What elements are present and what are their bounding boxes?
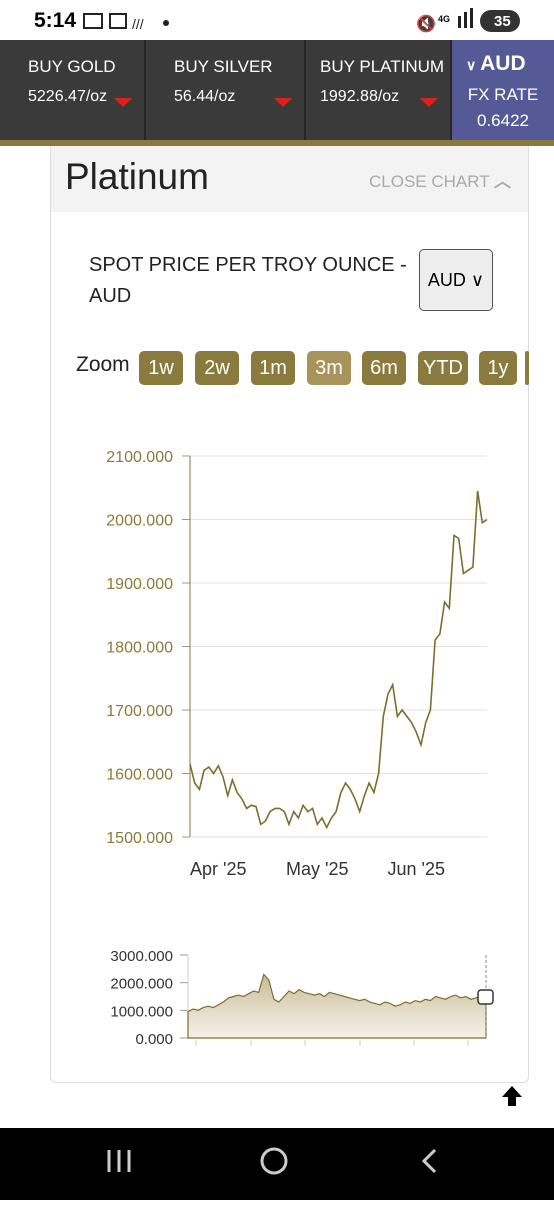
navigator-handle[interactable]: [477, 989, 494, 1005]
fx-rate: 0.6422: [477, 111, 529, 130]
ticker-price: 56.44/oz: [174, 88, 236, 105]
y-tick-label: 1700.000: [106, 703, 173, 720]
card-title: Platinum: [65, 156, 209, 197]
svg-text:🔇: 🔇: [416, 14, 436, 33]
x-tick-label: Jun '25: [388, 859, 445, 879]
battery: 35: [494, 13, 511, 30]
ticker-price: 1992.88/oz: [320, 88, 400, 105]
x-tick-label: Apr '25: [190, 859, 246, 879]
y-tick-label: 1500.000: [106, 830, 173, 847]
zoom-button-partial[interactable]: [525, 351, 529, 385]
y-tick-label: 2000.000: [106, 513, 173, 530]
ticker-label: BUY PLATINUM: [320, 57, 445, 76]
subtitle: SPOT PRICE PER TROY OUNCE - AUD: [89, 254, 407, 307]
zoom-button[interactable]: YTD: [418, 351, 468, 385]
close-chart-text: CLOSE CHART: [369, 172, 490, 191]
zoom-button[interactable]: 1w: [139, 351, 183, 385]
navigator-area: [187, 973, 487, 1039]
zoom-button[interactable]: 2w: [195, 351, 239, 385]
ticker-label: BUY SILVER: [174, 57, 273, 76]
fx-currency: ∨ AUD: [466, 52, 526, 75]
zoom-button[interactable]: 6m: [362, 351, 406, 385]
ticker-label: BUY GOLD: [28, 57, 116, 76]
zoom-button[interactable]: 1y: [479, 351, 517, 385]
ticker[interactable]: BUY GOLD 5226.47/oz: [0, 40, 146, 140]
y-tick-label: 1900.000: [106, 576, 173, 593]
scroll-top[interactable]: [498, 1084, 526, 1108]
card-header: Platinum CLOSE CHART ︿: [51, 146, 528, 212]
status-bar: 5:14 /// 🔇 4G 35: [0, 0, 554, 40]
system-nav: [0, 1128, 554, 1200]
currency-select[interactable]: AUD ∨: [419, 249, 493, 311]
y-tick-label: 3000.000: [110, 948, 173, 965]
y-tick-label: 2100.000: [106, 449, 173, 466]
system-nav-icons: [107, 1147, 437, 1175]
zoom-button[interactable]: 1m: [251, 351, 295, 385]
down-icon: [274, 98, 292, 107]
ticker-price: 5226.47/oz: [28, 88, 108, 105]
y-tick-label: 1600.000: [106, 767, 173, 784]
chart-card: Platinum CLOSE CHART ︿ SPOT PRICE PER TR…: [50, 146, 529, 1083]
y-tick-label: 2000.000: [110, 976, 173, 993]
zoom-label: Zoom: [76, 353, 130, 376]
down-icon: [420, 98, 438, 107]
charts: 1500.000 1600.000 1700.000 1800.000 1900.000…: [106, 449, 494, 1048]
fx-panel[interactable]: ∨ AUD FX RATE 0.6422: [452, 40, 554, 140]
select-text: AUD: [427, 270, 466, 290]
y-tick-label: 1000.000: [110, 1003, 173, 1020]
status-icons: /// 🔇: [83, 8, 520, 33]
y-tick-label: 1800.000: [106, 640, 173, 657]
network: 4G: [438, 14, 451, 24]
ticker[interactable]: BUY SILVER 56.44/oz: [146, 40, 306, 140]
svg-text:///: ///: [132, 16, 144, 32]
down-icon: [114, 98, 132, 107]
fx-label: FX RATE: [467, 85, 539, 104]
price-line: [189, 490, 488, 830]
y-tick-label: 0.000: [135, 1031, 173, 1048]
fx-currency-text: AUD: [480, 52, 526, 75]
zoom-button[interactable]: 3m: [307, 351, 351, 385]
clock: 5:14: [34, 9, 77, 32]
x-tick-label: May '25: [286, 859, 348, 879]
price-nav: BUY GOLD 5226.47/oz BUY SILVER 56.44/oz BU…: [0, 40, 554, 146]
close-chart[interactable]: CLOSE CHART ︿: [369, 172, 512, 191]
ticker[interactable]: BUY PLATINUM 1992.88/oz: [306, 40, 452, 140]
